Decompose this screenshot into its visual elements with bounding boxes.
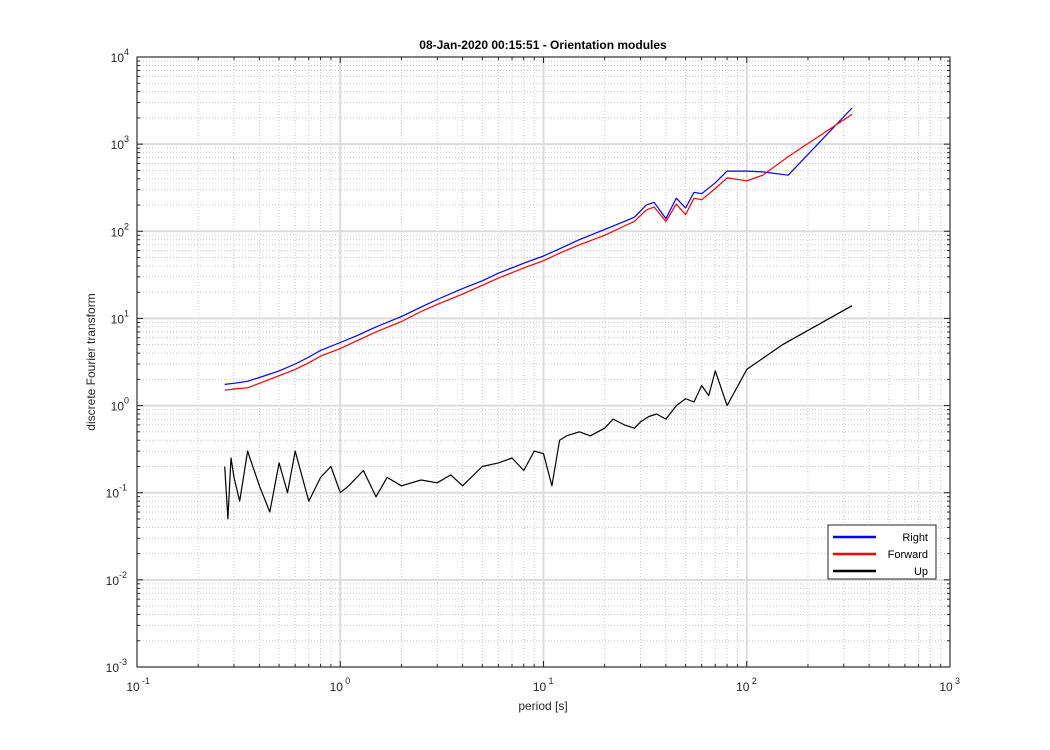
legend-label-right: Right [902, 532, 928, 544]
x-tick-label: 10 [126, 680, 140, 694]
y-tick-label-exponent: 4 [124, 47, 129, 57]
y-tick-label-exponent: 0 [124, 396, 129, 406]
series-line-up [224, 305, 853, 520]
y-tick-label-exponent: 1 [124, 308, 129, 318]
chart-title: 08-Jan-2020 00:15:51 - Orientation modul… [419, 38, 667, 52]
x-axis-label: period [s] [518, 699, 567, 713]
y-tick-label-exponent: 2 [124, 221, 129, 231]
y-tick-label: 10 [106, 487, 120, 501]
x-tick-label-exponent: -1 [142, 676, 150, 686]
legend-label-up: Up [914, 566, 928, 578]
x-tick-label: 10 [330, 680, 344, 694]
y-tick-label: 10 [106, 574, 120, 588]
y-tick-label: 10 [111, 51, 125, 65]
y-tick-label: 10 [111, 225, 125, 239]
minor-grid [137, 57, 950, 667]
x-tick-label: 10 [533, 680, 547, 694]
y-tick-label-exponent: -3 [119, 657, 127, 667]
x-tick-label: 10 [736, 680, 750, 694]
legend-label-forward: Forward [888, 549, 928, 561]
legend: Right Forward Up [827, 524, 937, 580]
x-tick-label-exponent: 1 [549, 676, 554, 686]
x-tick-label-exponent: 3 [955, 676, 960, 686]
x-tick-label-exponent: 0 [345, 676, 350, 686]
y-tick-label-exponent: -1 [119, 483, 127, 493]
y-tick-label: 10 [111, 400, 125, 414]
series-layer [224, 107, 853, 520]
x-tick-labels: 10 -1 10 0 10 1 10 2 10 3 [126, 676, 960, 694]
x-tick-label-exponent: 2 [752, 676, 757, 686]
y-tick-label-exponent: -2 [119, 570, 127, 580]
series-line-right [224, 107, 853, 385]
y-tick-label: 10 [111, 138, 125, 152]
y-tick-label-exponent: 3 [124, 134, 129, 144]
y-tick-label: 10 [106, 661, 120, 675]
y-axis-label: discrete Fourier transform [84, 293, 98, 430]
series-line-forward [224, 113, 853, 391]
y-tick-label: 10 [111, 312, 125, 326]
x-tick-label: 10 [939, 680, 953, 694]
axis-ticks [136, 56, 951, 668]
